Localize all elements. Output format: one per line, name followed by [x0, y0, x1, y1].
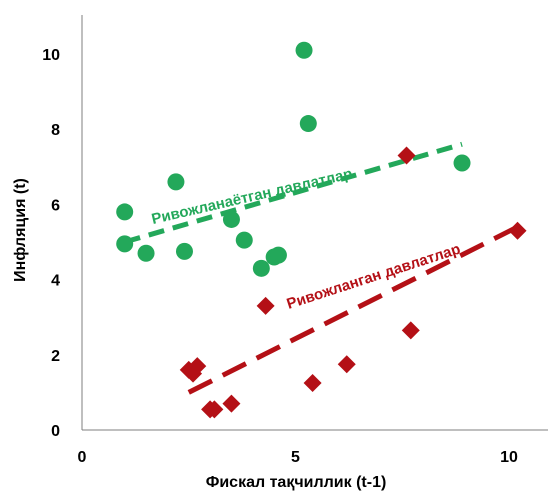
- data-point-developed: [508, 221, 527, 240]
- data-points: [116, 41, 527, 419]
- y-tick-label: 2: [51, 348, 60, 365]
- axes: [81, 15, 548, 431]
- tick-labels: 0 5 10 0 2 4 6 8 10: [42, 47, 518, 466]
- trend-line-developed: [187, 224, 519, 395]
- data-point-developing: [299, 115, 317, 133]
- y-tick-label: 0: [51, 423, 60, 440]
- data-point-developed: [337, 355, 356, 374]
- data-point-developed: [205, 400, 224, 419]
- y-tick-label: 6: [51, 197, 60, 214]
- series-label-developing: Ривожланаётган давлатлар: [150, 165, 354, 228]
- data-point-developing: [167, 173, 185, 191]
- data-point-developing: [235, 231, 253, 249]
- x-tick-label: 10: [500, 449, 518, 466]
- data-point-developed: [256, 296, 275, 315]
- data-point-developing: [269, 246, 287, 264]
- x-tick-label: 0: [78, 449, 87, 466]
- data-point-developing: [295, 41, 313, 59]
- data-point-developing: [453, 154, 471, 172]
- data-point-developed: [222, 394, 241, 413]
- data-point-developing: [137, 244, 155, 262]
- data-point-developed: [303, 374, 322, 392]
- y-tick-label: 4: [51, 273, 60, 290]
- data-point-developing: [116, 203, 134, 221]
- data-point-developed: [401, 321, 420, 340]
- data-point-developing: [252, 259, 270, 277]
- data-point-developing: [222, 210, 240, 228]
- y-tick-label: 8: [51, 122, 60, 139]
- y-axis-title: Инфляция (t): [12, 178, 29, 282]
- trend-line-developing: [124, 141, 463, 245]
- data-point-developing: [175, 242, 193, 260]
- x-tick-label: 5: [291, 449, 300, 466]
- trend-lines: [124, 141, 519, 395]
- x-axis-title: Фискал тақчиллик (t-1): [206, 474, 387, 491]
- y-tick-label: 10: [42, 47, 60, 64]
- data-point-developing: [116, 235, 134, 253]
- data-point-developed: [188, 357, 207, 376]
- data-point-developed: [397, 146, 416, 165]
